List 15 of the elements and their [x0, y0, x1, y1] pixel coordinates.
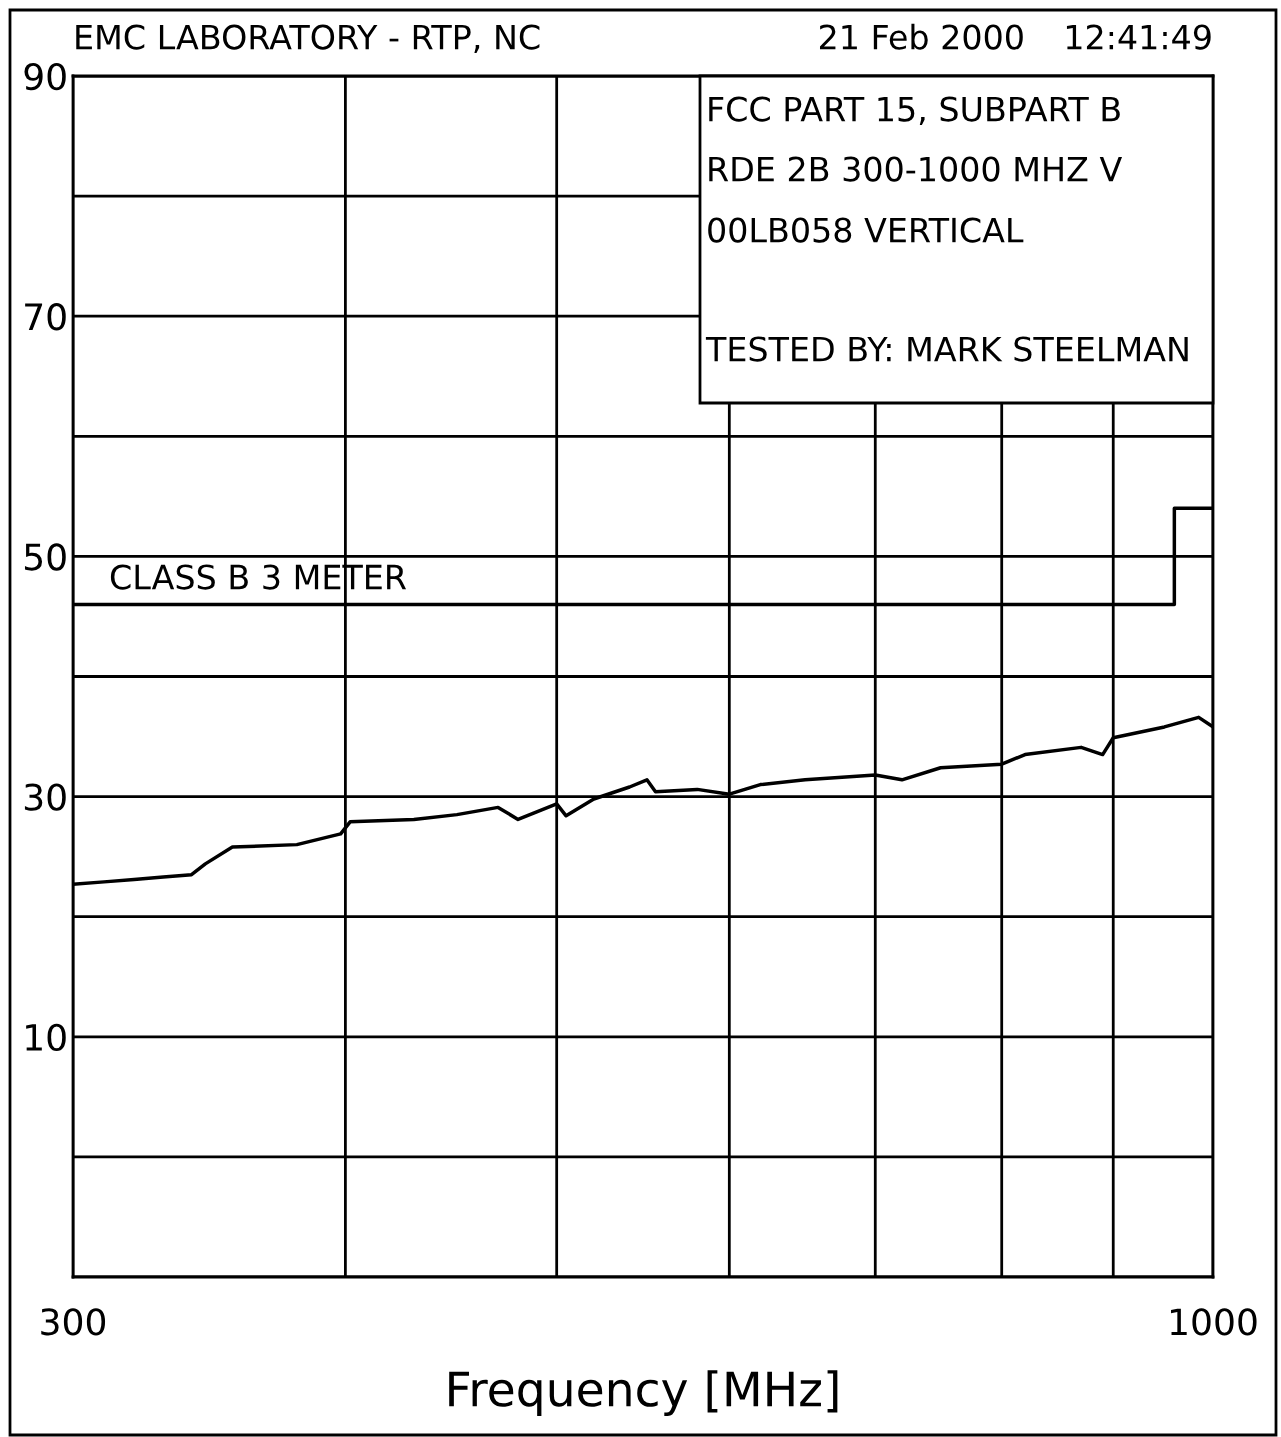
text: 21 Feb 2000	[819, 23, 1023, 50]
y-tick-label: 70	[25, 303, 66, 331]
y-tick-label: 10	[26, 1023, 66, 1052]
annotation: FCC PART 15, SUBPART B	[709, 96, 1120, 126]
y-tick-label: 50	[24, 543, 66, 571]
y-tick-label: 90	[24, 62, 66, 91]
y-tick-label: 30	[24, 783, 66, 811]
x-tick-label: 300	[41, 1308, 106, 1336]
x-axis-title: Frequency [MHz]	[449, 1370, 838, 1416]
annotation: TESTED BY: MARK STEELMAN	[705, 336, 1188, 362]
annotation: 00LB058 VERTICAL	[708, 217, 1024, 243]
x-tick-label: 1000	[1171, 1308, 1257, 1336]
annotation: RDE 2B 300-1000 MHZ V	[709, 156, 1123, 182]
chart-title: EMC LABORATORY - RTP, NC	[76, 24, 540, 54]
text: 12:41:49	[1066, 24, 1211, 50]
